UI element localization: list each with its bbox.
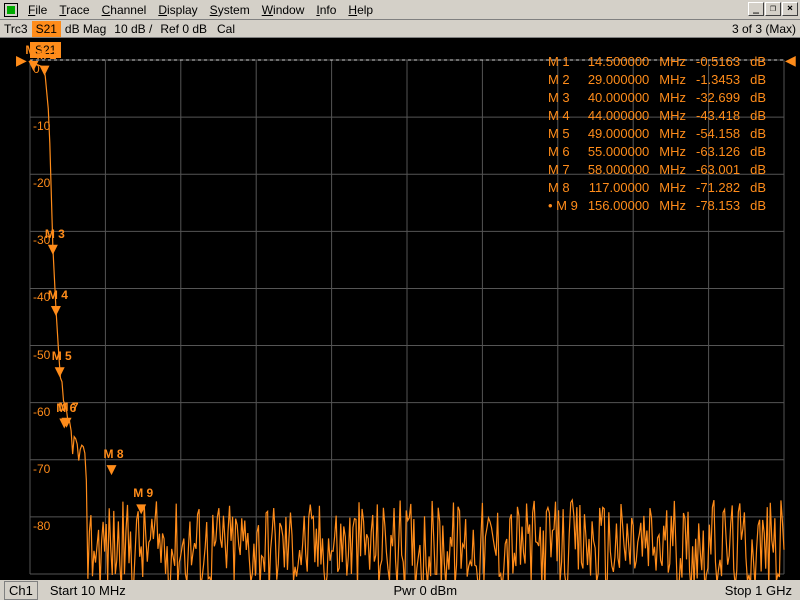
marker-row: M 229.000000MHz-1.3453dB xyxy=(544,72,770,88)
marker-row: M 340.000000MHz-32.699dB xyxy=(544,90,770,106)
trace-id: Trc3 xyxy=(0,21,32,37)
menu-display[interactable]: Display xyxy=(152,1,203,19)
minimize-button[interactable]: _ xyxy=(748,2,764,16)
y-axis-label: -10 xyxy=(33,119,50,133)
y-axis-label: -50 xyxy=(33,348,50,362)
y-axis-label: -70 xyxy=(33,462,50,476)
menu-info[interactable]: Info xyxy=(310,1,342,19)
marker-row: M 114.500000MHz-0.5163dB xyxy=(544,54,770,70)
marker-row: M 549.000000MHz-54.158dB xyxy=(544,126,770,142)
s-parameter-badge: S21 xyxy=(32,21,61,37)
menu-trace[interactable]: Trace xyxy=(53,1,95,19)
y-axis-label: -20 xyxy=(33,176,50,190)
marker-label: M 2 xyxy=(36,48,56,62)
menu-system[interactable]: System xyxy=(204,1,256,19)
scale-label: 10 dB / xyxy=(110,21,156,37)
restore-button[interactable]: ❐ xyxy=(765,2,781,16)
marker-table: M 114.500000MHz-0.5163dB M 229.000000MHz-… xyxy=(542,52,772,216)
window-controls: _ ❐ × xyxy=(747,2,798,16)
close-button[interactable]: × xyxy=(782,2,798,16)
start-freq-label: Start 10 MHz xyxy=(42,583,134,598)
marker-label: M 8 xyxy=(103,447,123,461)
marker-label: M 3 xyxy=(45,227,65,241)
menu-help[interactable]: Help xyxy=(342,1,379,19)
stop-freq-label: Stop 1 GHz xyxy=(717,583,800,598)
channel-label: Ch1 xyxy=(4,581,38,600)
menu-channel[interactable]: Channel xyxy=(96,1,153,19)
status-bar: Ch1 Start 10 MHz Pwr 0 dBm Stop 1 GHz xyxy=(0,580,800,600)
marker-label: M 5 xyxy=(52,349,72,363)
power-label: Pwr 0 dBm xyxy=(385,583,465,598)
cal-label: Cal xyxy=(211,21,241,37)
marker-row: M 444.000000MHz-43.418dB xyxy=(544,108,770,124)
marker-row: M 8117.00000MHz-71.282dB xyxy=(544,180,770,196)
plot-area[interactable]: S21 M 114.500000MHz-0.5163dBM 229.000000… xyxy=(0,38,800,580)
trace-info-bar: Trc3 S21 dB Mag 10 dB / Ref 0 dB Cal 3 o… xyxy=(0,20,800,38)
format-label: dB Mag xyxy=(61,21,110,37)
menu-file[interactable]: File xyxy=(22,1,53,19)
y-axis-label: -60 xyxy=(33,405,50,419)
marker-row: M 758.000000MHz-63.001dB xyxy=(544,162,770,178)
y-axis-label: 0 xyxy=(33,62,40,76)
marker-row: • M 9156.00000MHz-78.153dB xyxy=(544,198,770,214)
y-axis-label: -80 xyxy=(33,519,50,533)
ref-arrow-right: ◀ xyxy=(785,52,796,69)
app-icon xyxy=(4,3,18,17)
marker-label: M 9 xyxy=(133,486,153,500)
menubar: FileTraceChannelDisplaySystemWindowInfoH… xyxy=(0,0,800,20)
marker-label: M 4 xyxy=(48,288,68,302)
trace-count-label: 3 of 3 (Max) xyxy=(728,21,800,37)
ref-label: Ref 0 dB xyxy=(156,21,211,37)
marker-label: M 7 xyxy=(59,400,79,414)
menu-window[interactable]: Window xyxy=(256,1,311,19)
marker-row: M 655.000000MHz-63.126dB xyxy=(544,144,770,160)
